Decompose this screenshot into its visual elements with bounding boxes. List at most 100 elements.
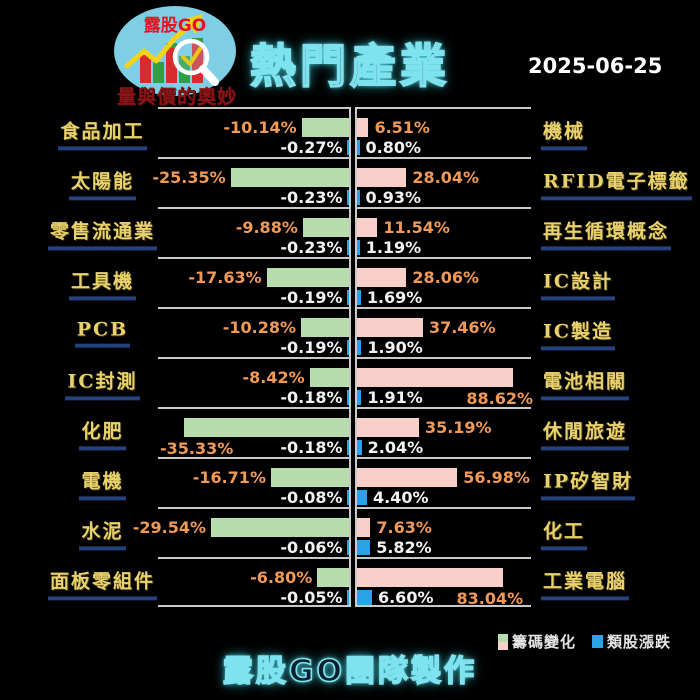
chip-change-bar bbox=[266, 268, 349, 287]
sector-change-bar bbox=[346, 240, 349, 255]
chip-change-value: -16.71% bbox=[192, 468, 266, 487]
left-panel: -25.35% -0.23% bbox=[152, 157, 351, 207]
right-panel: 35.19% 2.04% bbox=[355, 407, 531, 457]
left-panel: -10.28% -0.19% bbox=[158, 307, 351, 357]
right-panel: 37.46% 1.90% bbox=[355, 307, 531, 357]
sector-change-bar bbox=[357, 390, 362, 405]
sector-change-bar bbox=[346, 590, 349, 605]
sector-change-bar bbox=[357, 440, 362, 455]
legend-sector-swatch bbox=[592, 635, 604, 648]
chip-change-bar bbox=[357, 168, 407, 187]
category-label-left: 化肥 bbox=[15, 416, 190, 451]
sector-change-bar bbox=[346, 290, 349, 305]
category-label-right: IP矽智財 bbox=[541, 466, 636, 501]
category-label-text: 食品加工 bbox=[58, 116, 147, 151]
chart-row: 面板零組件 -6.80% -0.05% 83.04% 6.60% 工業電腦 bbox=[0, 557, 700, 608]
category-label-text: 化工 bbox=[541, 516, 588, 551]
chip-change-bar bbox=[317, 568, 349, 587]
sector-change-bar bbox=[346, 390, 349, 405]
sector-change-value: -0.06% bbox=[280, 538, 343, 557]
category-label-left: 零售流通業 bbox=[15, 216, 190, 251]
category-label-right: IC製造 bbox=[541, 316, 616, 351]
chart-row: 電機 -16.71% -0.08% 56.98% 4.40% IP矽智財 bbox=[0, 457, 700, 507]
category-label-left: 太陽能 bbox=[15, 166, 190, 201]
chip-change-value: -10.14% bbox=[223, 118, 297, 137]
chip-change-bar bbox=[357, 268, 407, 287]
chart-row: IC封測 -8.42% -0.18% 88.62% 1.91% 電池相關 bbox=[0, 357, 700, 408]
category-label-right: 機械 bbox=[541, 116, 588, 151]
right-panel: 56.98% 4.40% bbox=[355, 457, 531, 507]
sector-change-bar bbox=[357, 540, 371, 555]
right-panel: 11.54% 1.19% bbox=[355, 207, 531, 257]
legend-sector-label: 類股漲跌 bbox=[607, 633, 672, 651]
legend-chip-swatch-pink bbox=[498, 641, 508, 650]
category-label-text: IP矽智財 bbox=[541, 466, 636, 501]
footer-credit: 露股GO團隊製作 bbox=[222, 653, 478, 690]
sector-change-value: -0.19% bbox=[280, 338, 343, 357]
sector-change-value: 0.80% bbox=[365, 138, 422, 157]
category-label-left: 食品加工 bbox=[15, 116, 190, 151]
category-label-text: 電機 bbox=[79, 466, 126, 501]
chart-row: PCB -10.28% -0.19% 37.46% 1.90% IC製造 bbox=[0, 307, 700, 357]
chip-change-value: 88.62% bbox=[466, 389, 533, 408]
category-label-left: 面板零組件 bbox=[15, 566, 190, 601]
chip-change-bar bbox=[357, 568, 504, 587]
legend: 籌碼變化 類股漲跌 bbox=[498, 631, 671, 652]
sector-change-value: 1.19% bbox=[365, 238, 422, 257]
sector-change-value: 2.04% bbox=[367, 438, 424, 457]
category-label-right: 工業電腦 bbox=[541, 566, 630, 601]
left-panel: -10.14% -0.27% bbox=[158, 107, 351, 157]
sector-change-bar bbox=[346, 440, 349, 455]
category-label-left: 電機 bbox=[15, 466, 190, 501]
left-panel: -29.54% -0.06% bbox=[133, 507, 351, 557]
sector-change-value: -0.18% bbox=[280, 388, 343, 407]
chart-row: 化肥 -35.33% -0.18% 35.19% 2.04% 休閒旅遊 bbox=[0, 407, 700, 458]
chip-change-bar bbox=[357, 468, 458, 487]
sector-change-bar bbox=[346, 140, 349, 155]
sector-change-bar bbox=[357, 490, 367, 505]
sector-change-value: 1.90% bbox=[367, 338, 423, 357]
chip-change-value: -10.28% bbox=[222, 318, 296, 337]
category-label-text: 電池相關 bbox=[541, 366, 630, 401]
chart-row: 太陽能 -25.35% -0.23% 28.04% 0.93% RFID電子標籤 bbox=[0, 157, 700, 207]
chart-row: 工具機 -17.63% -0.19% 28.06% 1.69% IC設計 bbox=[0, 257, 700, 307]
right-panel: 88.62% 1.91% bbox=[355, 357, 533, 408]
category-label-left: 工具機 bbox=[15, 266, 190, 301]
logo-trend-arrow-icon bbox=[124, 14, 203, 69]
legend-chip-swatch bbox=[498, 633, 508, 650]
chip-change-value: -35.33% bbox=[160, 439, 234, 458]
left-panel: -35.33% -0.18% bbox=[158, 407, 351, 458]
chip-change-value: 56.98% bbox=[463, 468, 530, 487]
chip-change-bar bbox=[301, 118, 349, 137]
legend-chip-swatch-green bbox=[498, 633, 508, 642]
sector-change-value: -0.08% bbox=[280, 488, 343, 507]
chart-row: 食品加工 -10.14% -0.27% 6.51% 0.80% 機械 bbox=[0, 107, 700, 157]
chip-change-value: -9.88% bbox=[235, 218, 298, 237]
chip-change-bar bbox=[357, 368, 513, 387]
category-label-text: PCB bbox=[74, 319, 131, 348]
sector-change-value: -0.27% bbox=[280, 138, 343, 157]
category-label-text: 工業電腦 bbox=[541, 566, 630, 601]
sector-change-value: -0.19% bbox=[280, 288, 343, 307]
sector-change-bar bbox=[346, 190, 349, 205]
category-label-right: 休閒旅遊 bbox=[541, 416, 630, 451]
chip-change-bar bbox=[357, 218, 378, 237]
logo-icon: 露股GO bbox=[114, 6, 236, 96]
sector-change-value: 6.60% bbox=[377, 588, 434, 607]
chip-change-bar bbox=[357, 418, 419, 437]
chip-change-value: -8.42% bbox=[242, 368, 305, 387]
logo-magnifier-icon bbox=[172, 38, 219, 86]
chip-change-value: 28.06% bbox=[412, 268, 480, 287]
category-label-text: 再生循環概念 bbox=[541, 216, 672, 251]
sector-change-bar bbox=[346, 340, 349, 355]
chip-change-bar bbox=[270, 468, 349, 487]
category-label-right: 再生循環概念 bbox=[541, 216, 672, 251]
category-label-text: RFID電子標籤 bbox=[541, 166, 692, 201]
category-label-right: IC設計 bbox=[541, 266, 616, 301]
sector-change-value: -0.23% bbox=[280, 188, 343, 207]
left-panel: -6.80% -0.05% bbox=[158, 557, 351, 607]
sector-change-value: -0.18% bbox=[280, 438, 343, 457]
chart-row: 水泥 -29.54% -0.06% 7.63% 5.82% 化工 bbox=[0, 507, 700, 557]
category-label-left: IC封測 bbox=[15, 366, 190, 401]
chip-change-value: 35.19% bbox=[424, 418, 492, 437]
